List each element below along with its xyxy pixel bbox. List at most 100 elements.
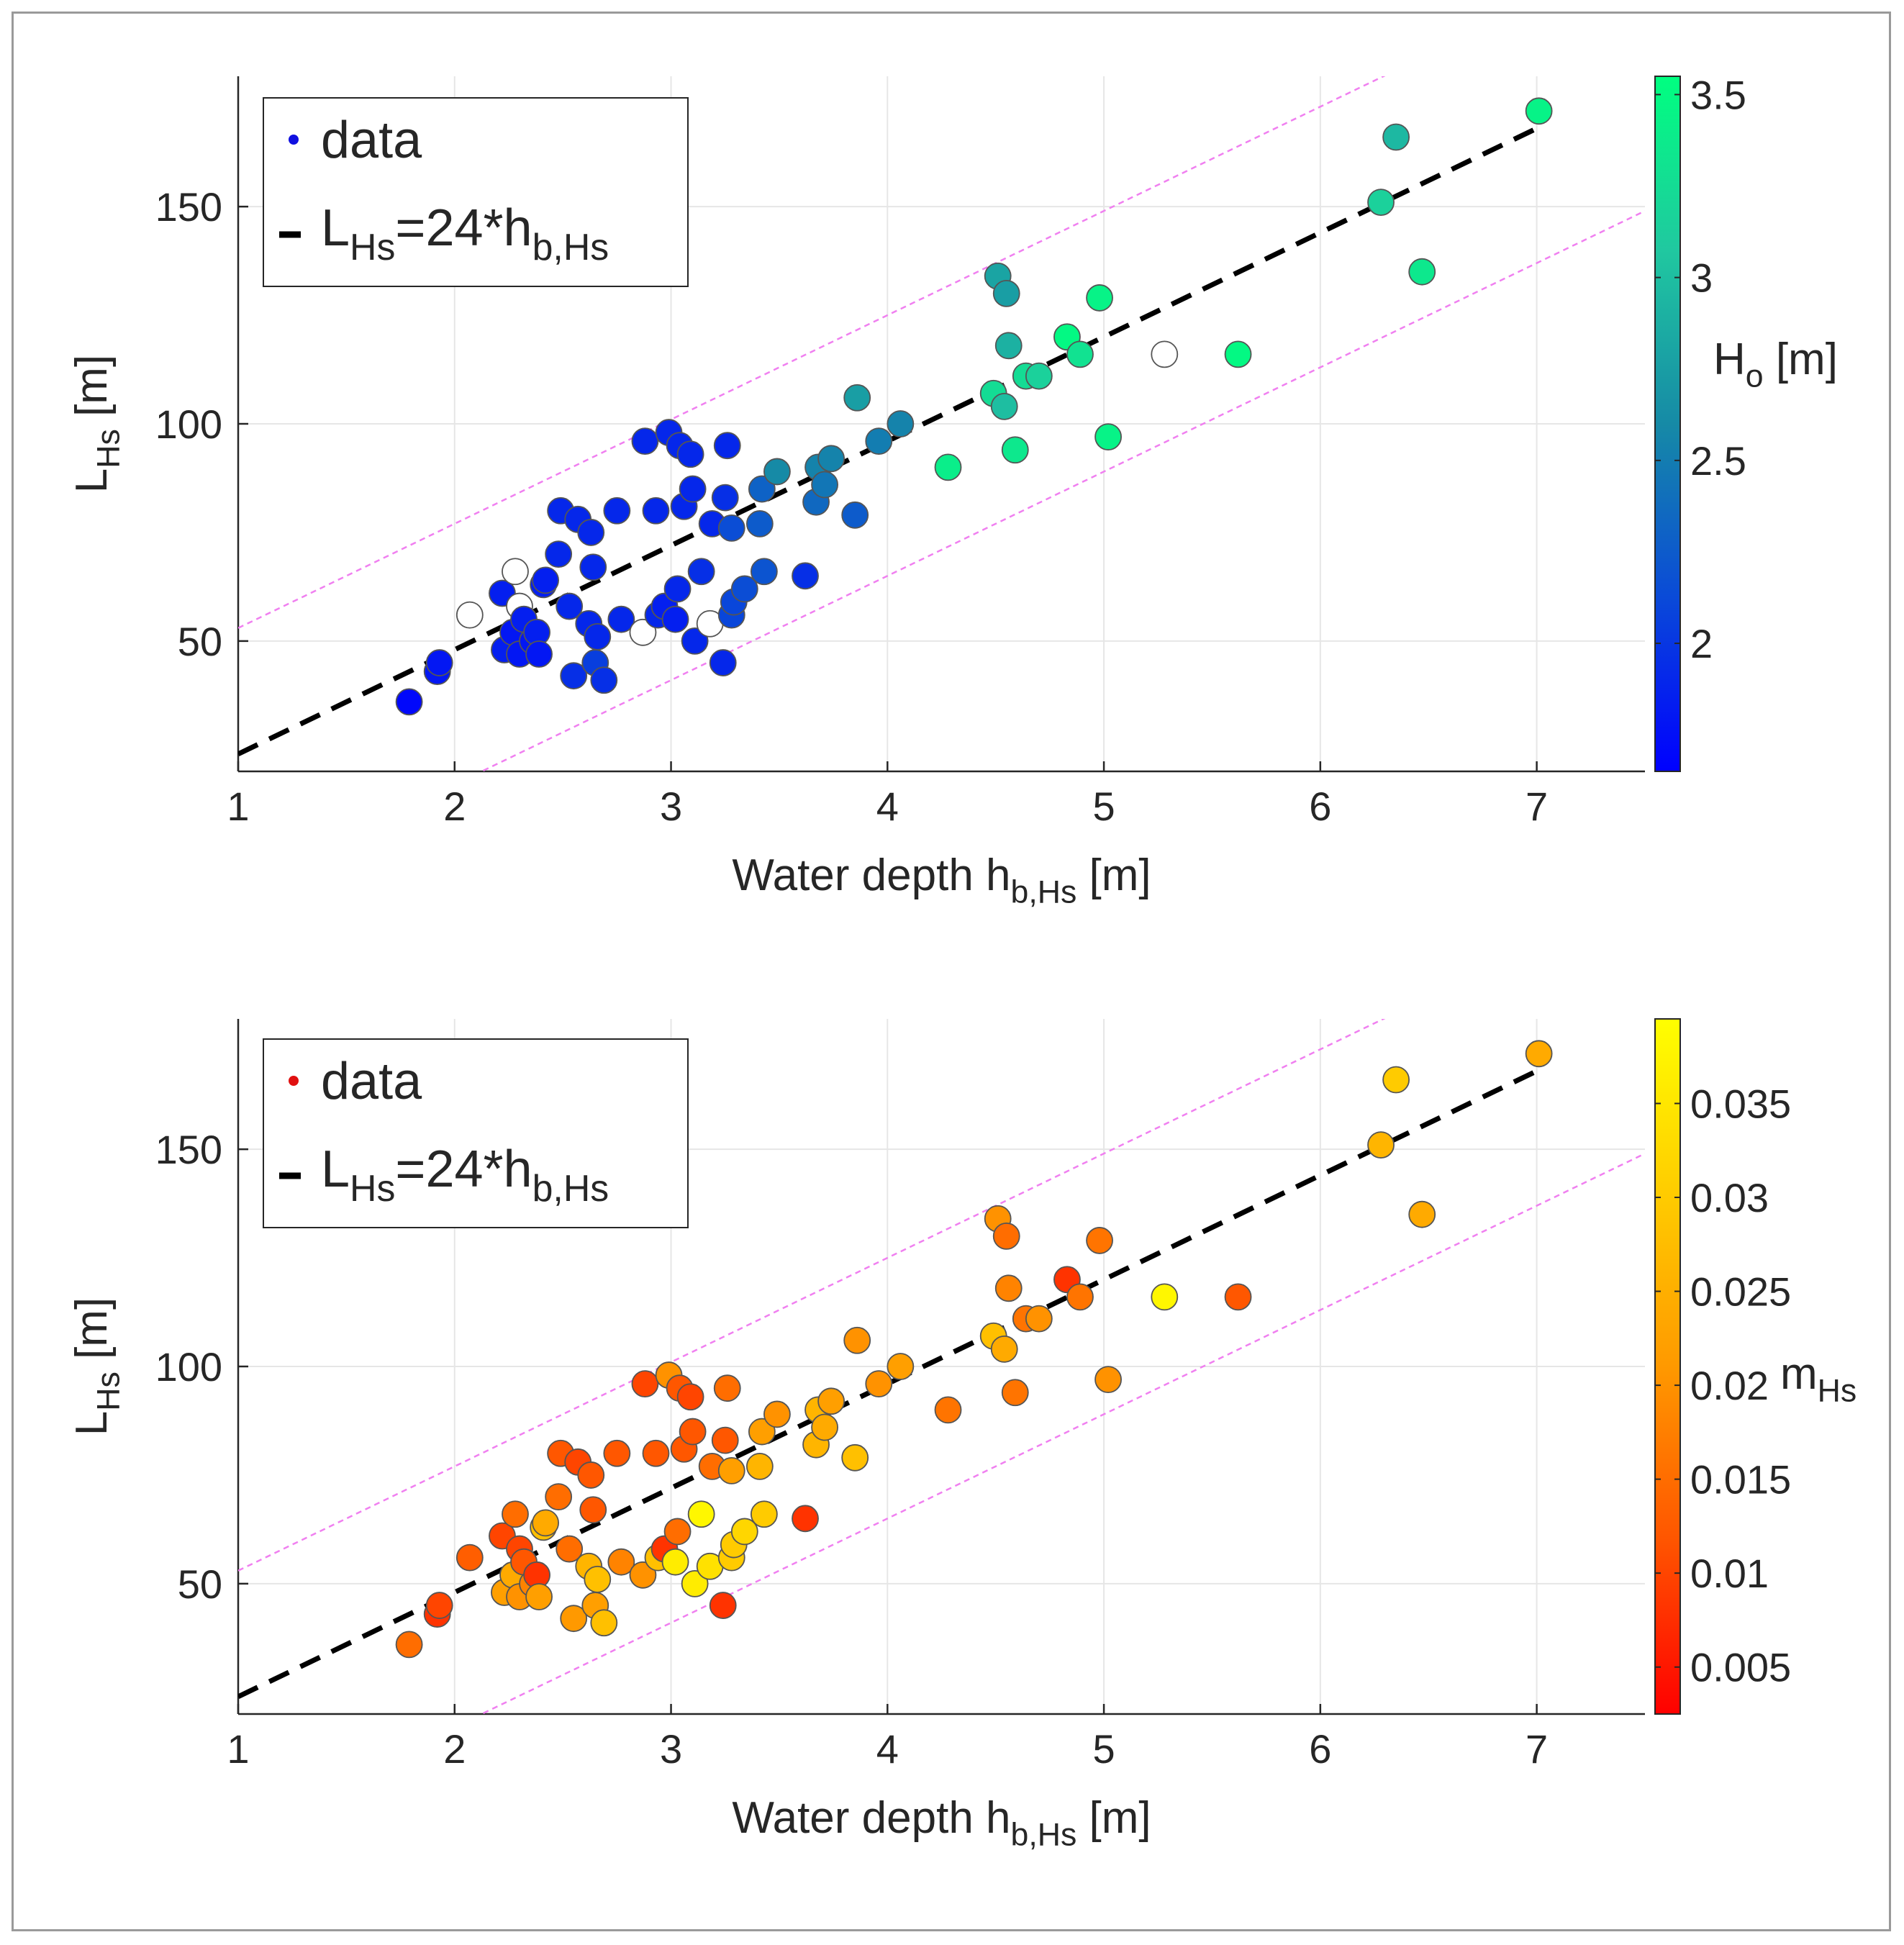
- data-point: [681, 627, 709, 655]
- data-point: [590, 666, 618, 694]
- data-point: [990, 392, 1018, 420]
- colorbar-tick-label: 0.035: [1690, 1081, 1791, 1126]
- legend-label-data: data: [321, 112, 422, 169]
- y-tick-label: 100: [155, 1344, 222, 1389]
- data-point: [425, 1592, 453, 1619]
- x-axis-label-part: b,Hs: [1011, 874, 1077, 910]
- data-point: [717, 514, 745, 542]
- x-tick-label: 3: [660, 784, 682, 829]
- data-point: [1001, 436, 1029, 464]
- y-axis-label-part: Hs: [91, 1372, 126, 1411]
- data-point: [1525, 1040, 1553, 1068]
- data-point: [748, 475, 776, 503]
- bound-line: [238, 1019, 1386, 1572]
- y-axis-label: LHs [m]: [67, 1297, 126, 1436]
- y-axis-label-part: [m]: [67, 355, 117, 429]
- data-point: [525, 640, 553, 668]
- colorbar-label-part: o: [1746, 358, 1764, 394]
- data-point: [865, 427, 893, 455]
- x-axis-label-part: [m]: [1076, 1793, 1151, 1843]
- y-axis-label-part: L: [67, 1411, 117, 1436]
- colorbar: 0.005 0.01 0.015 0.02 0.025 0.03 0.035 mHs: [1654, 1018, 1857, 1715]
- x-tick-label: 5: [1092, 784, 1115, 829]
- data-point: [560, 1605, 588, 1633]
- colorbar-label-part: Hs: [1818, 1373, 1857, 1408]
- colorbar-label-part: [m]: [1764, 335, 1838, 384]
- data-point: [687, 1500, 715, 1528]
- data-point: [745, 509, 774, 538]
- legend-label-data: data: [321, 1053, 422, 1110]
- legend-label-fit-part: b,Hs: [532, 1167, 609, 1209]
- data-point: [455, 601, 484, 629]
- x-axis-label-part: b,Hs: [1011, 1817, 1077, 1852]
- legend-label-fit: LHs=24*hb,Hs: [321, 1141, 609, 1209]
- data-point: [556, 592, 584, 620]
- colorbar-label-part: m: [1780, 1349, 1818, 1399]
- data-point: [841, 1443, 869, 1472]
- plot-content: [238, 1019, 1645, 1714]
- data-point: [1086, 1227, 1113, 1254]
- y-tick-label: 100: [155, 402, 222, 447]
- data-point: [1086, 284, 1113, 312]
- data-point: [1367, 1131, 1395, 1159]
- colorbar-tick-label: 0.005: [1690, 1645, 1791, 1690]
- data-point: [603, 497, 631, 525]
- data-point: [556, 1535, 584, 1563]
- colorbar-tick-label: 0.03: [1690, 1175, 1769, 1220]
- legend-marker-data: [289, 135, 299, 145]
- data-point: [1408, 258, 1436, 286]
- y-tick-label: 150: [155, 1127, 222, 1172]
- data-point: [532, 566, 559, 594]
- data-point: [577, 519, 605, 546]
- data-point: [990, 1335, 1018, 1363]
- colorbar-tick-label: 2: [1690, 621, 1713, 666]
- data-point: [745, 1452, 774, 1480]
- data-point: [584, 1565, 612, 1593]
- data-point: [607, 1548, 635, 1576]
- data-point: [1066, 1283, 1094, 1311]
- colorbar: 2 2.5 3 3.5 Ho [m]: [1654, 72, 1838, 772]
- data-point: [887, 1353, 915, 1380]
- data-point: [1224, 340, 1252, 368]
- data-point: [679, 475, 707, 503]
- colorbar-tick-label: 3: [1690, 255, 1713, 301]
- data-point: [887, 410, 915, 437]
- colorbar-tick-label: 0.025: [1690, 1269, 1791, 1315]
- data-point: [750, 1500, 778, 1528]
- legend-box: [263, 97, 689, 287]
- data-point: [992, 1222, 1020, 1250]
- data-point: [663, 1518, 692, 1546]
- y-axis-label-part: Hs: [91, 429, 126, 468]
- data-point: [584, 622, 612, 650]
- data-point: [817, 445, 846, 473]
- y-tick-label: 150: [155, 184, 222, 230]
- data-point: [425, 649, 453, 676]
- data-point: [1224, 1283, 1252, 1311]
- colorbar-scale: [1654, 1018, 1681, 1715]
- figure-frame: 1 2 3 4 5 6 7 50 100 150 Water depth hb,Hs [m] LHs …: [12, 12, 1891, 1931]
- data-point: [994, 1274, 1023, 1302]
- data-point: [865, 1370, 893, 1398]
- data-point: [1025, 1305, 1053, 1333]
- data-point: [502, 1500, 529, 1528]
- data-point: [642, 497, 670, 525]
- data-point: [763, 1400, 791, 1428]
- data-point: [577, 1461, 605, 1489]
- data-point: [1382, 1066, 1410, 1094]
- colorbar-tick-label: 2.5: [1690, 438, 1746, 484]
- data-point: [1382, 123, 1410, 151]
- data-point: [629, 618, 657, 646]
- data-point: [676, 440, 704, 468]
- data-point: [629, 1561, 657, 1589]
- data-point: [1525, 97, 1553, 125]
- data-point: [934, 453, 962, 481]
- data-point: [579, 1496, 607, 1524]
- x-tick-label: 7: [1526, 784, 1548, 829]
- legend-label-fit-part: L: [321, 199, 350, 257]
- data-point: [502, 558, 529, 586]
- data-point: [750, 558, 778, 586]
- legend-label-fit-part: Hs: [350, 226, 395, 268]
- data-point: [681, 1569, 709, 1597]
